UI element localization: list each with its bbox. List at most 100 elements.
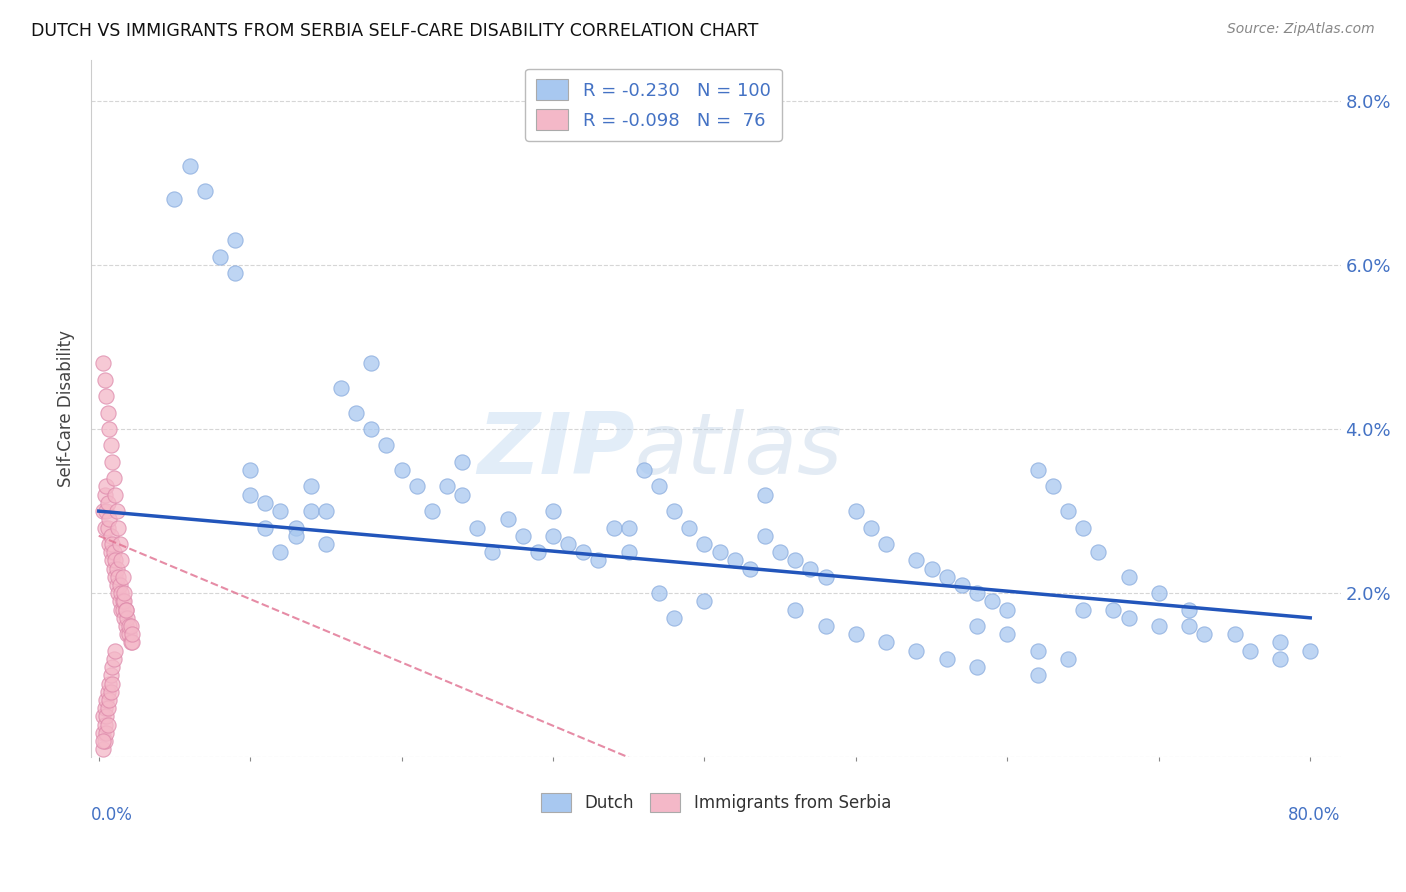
Point	[330, 381, 353, 395]
Point	[103, 561, 125, 575]
Point	[405, 479, 427, 493]
Point	[100, 684, 122, 698]
Point	[91, 709, 114, 723]
Point	[239, 488, 262, 502]
Point	[208, 250, 231, 264]
Point	[91, 725, 114, 739]
Point	[103, 545, 125, 559]
Point	[360, 422, 382, 436]
Point	[451, 488, 474, 502]
Point	[588, 553, 610, 567]
Point	[921, 561, 943, 575]
Point	[105, 504, 128, 518]
Point	[104, 553, 127, 567]
Point	[299, 504, 322, 518]
Point	[98, 676, 121, 690]
Point	[617, 545, 640, 559]
Point	[108, 537, 131, 551]
Point	[254, 496, 277, 510]
Point	[648, 586, 671, 600]
Point	[100, 529, 122, 543]
Point	[875, 537, 897, 551]
Point	[97, 520, 120, 534]
Point	[104, 570, 127, 584]
Point	[111, 602, 134, 616]
Point	[724, 553, 747, 567]
Point	[966, 619, 988, 633]
Point	[110, 553, 132, 567]
Point	[465, 520, 488, 534]
Point	[1118, 570, 1140, 584]
Point	[104, 643, 127, 657]
Point	[420, 504, 443, 518]
Point	[284, 520, 307, 534]
Point	[1299, 643, 1322, 657]
Point	[995, 627, 1018, 641]
Point	[1026, 463, 1049, 477]
Point	[104, 488, 127, 502]
Point	[97, 701, 120, 715]
Point	[1178, 602, 1201, 616]
Point	[269, 504, 291, 518]
Point	[572, 545, 595, 559]
Point	[115, 602, 138, 616]
Point	[1102, 602, 1125, 616]
Point	[96, 479, 118, 493]
Point	[103, 652, 125, 666]
Point	[617, 520, 640, 534]
Point	[110, 586, 132, 600]
Point	[1057, 652, 1080, 666]
Point	[1071, 520, 1094, 534]
Point	[785, 602, 807, 616]
Point	[115, 602, 138, 616]
Point	[98, 693, 121, 707]
Point	[678, 520, 700, 534]
Point	[94, 520, 117, 534]
Point	[814, 570, 837, 584]
Point	[107, 520, 129, 534]
Point	[100, 438, 122, 452]
Point	[97, 406, 120, 420]
Point	[799, 561, 821, 575]
Point	[436, 479, 458, 493]
Point	[94, 734, 117, 748]
Point	[91, 356, 114, 370]
Point	[754, 488, 776, 502]
Text: Source: ZipAtlas.com: Source: ZipAtlas.com	[1227, 22, 1375, 37]
Point	[633, 463, 655, 477]
Point	[269, 545, 291, 559]
Point	[664, 504, 686, 518]
Point	[110, 602, 132, 616]
Point	[94, 701, 117, 715]
Point	[527, 545, 550, 559]
Point	[905, 553, 928, 567]
Point	[754, 529, 776, 543]
Point	[97, 717, 120, 731]
Point	[121, 627, 143, 641]
Point	[769, 545, 792, 559]
Point	[117, 627, 139, 641]
Point	[1087, 545, 1109, 559]
Point	[239, 463, 262, 477]
Point	[96, 504, 118, 518]
Point	[1223, 627, 1246, 641]
Point	[981, 594, 1004, 608]
Point	[995, 602, 1018, 616]
Point	[860, 520, 883, 534]
Point	[1026, 643, 1049, 657]
Point	[111, 594, 134, 608]
Point	[101, 676, 124, 690]
Point	[117, 611, 139, 625]
Point	[107, 586, 129, 600]
Point	[96, 693, 118, 707]
Point	[194, 184, 217, 198]
Point	[98, 422, 121, 436]
Point	[105, 578, 128, 592]
Point	[284, 529, 307, 543]
Point	[693, 594, 716, 608]
Point	[254, 520, 277, 534]
Point	[541, 529, 564, 543]
Text: atlas: atlas	[634, 409, 842, 491]
Point	[101, 553, 124, 567]
Point	[950, 578, 973, 592]
